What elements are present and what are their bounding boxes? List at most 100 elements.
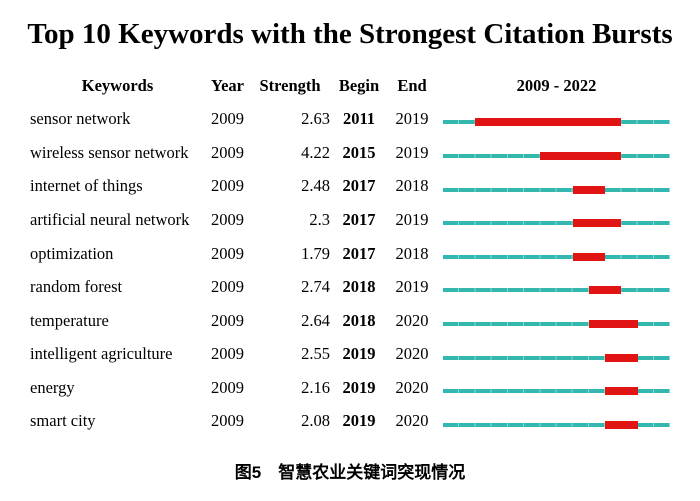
- burst-bar: [605, 420, 638, 429]
- strength-cell: 2.55: [301, 344, 330, 364]
- table-row: optimization 2009 1.79 2017 2018: [30, 237, 670, 271]
- end-cell: 2019: [395, 109, 429, 129]
- timeline-track: [443, 338, 670, 372]
- table-header-row: Keywords Year Strength Begin End 2009 - …: [30, 69, 670, 103]
- timeline-track: [443, 271, 670, 305]
- column-header-strength: Strength: [259, 75, 321, 95]
- begin-cell: 2019: [342, 344, 376, 364]
- burst-bar: [572, 219, 622, 228]
- strength-cell: 1.79: [301, 243, 330, 263]
- figure-caption: 图5 智慧农业关键词突现情况: [234, 463, 466, 482]
- begin-cell: 2017: [342, 176, 376, 196]
- keyword-cell: random forest: [30, 277, 123, 297]
- burst-bar: [605, 387, 638, 396]
- end-cell: 2019: [395, 277, 429, 297]
- timeline-line: [443, 389, 670, 394]
- year-cell: 2009: [211, 344, 244, 364]
- end-cell: 2020: [395, 344, 429, 364]
- strength-cell: 2.3: [309, 209, 330, 229]
- column-header-begin: Begin: [338, 75, 380, 95]
- end-cell: 2019: [395, 142, 429, 162]
- begin-cell: 2015: [342, 142, 376, 162]
- timeline-line: [443, 254, 670, 259]
- strength-cell: 2.48: [301, 176, 330, 196]
- year-cell: 2009: [211, 277, 244, 297]
- timeline-track: [443, 405, 670, 439]
- table-row: internet of things 2009 2.48 2017 2018: [30, 170, 670, 204]
- year-cell: 2009: [211, 377, 244, 397]
- begin-cell: 2019: [342, 411, 376, 431]
- keyword-cell: energy: [30, 377, 75, 397]
- timeline-line: [443, 355, 670, 360]
- timeline-track: [443, 136, 670, 170]
- end-cell: 2020: [395, 411, 429, 431]
- keyword-cell: wireless sensor network: [30, 142, 189, 162]
- keyword-cell: optimization: [30, 243, 114, 263]
- begin-cell: 2017: [342, 209, 376, 229]
- column-header-keywords: Keywords: [81, 75, 154, 95]
- begin-cell: 2019: [342, 377, 376, 397]
- table-row: sensor network 2009 2.63 2011 2019: [30, 103, 670, 137]
- timeline-track: [443, 304, 670, 338]
- end-cell: 2018: [395, 176, 429, 196]
- chart-title: Top 10 Keywords with the Strongest Citat…: [27, 18, 673, 50]
- column-header-end: End: [397, 75, 427, 95]
- timeline-track: [443, 203, 670, 237]
- keyword-cell: artificial neural network: [30, 209, 190, 229]
- strength-cell: 2.64: [301, 310, 330, 330]
- timeline-line: [443, 187, 670, 192]
- keyword-cell: sensor network: [30, 109, 131, 129]
- timeline-line: [443, 321, 670, 326]
- begin-cell: 2018: [342, 310, 376, 330]
- strength-cell: 4.22: [301, 142, 330, 162]
- year-cell: 2009: [211, 209, 244, 229]
- burst-bar: [588, 286, 622, 295]
- burst-bar: [588, 319, 638, 328]
- begin-cell: 2017: [342, 243, 376, 263]
- strength-cell: 2.74: [301, 277, 330, 297]
- timeline-track: [443, 237, 670, 271]
- year-cell: 2009: [211, 243, 244, 263]
- keyword-cell: internet of things: [30, 176, 143, 196]
- end-cell: 2020: [395, 310, 429, 330]
- keyword-cell: intelligent agriculture: [30, 344, 173, 364]
- table-row: wireless sensor network 2009 4.22 2015 2…: [30, 136, 670, 170]
- table-row: intelligent agriculture 2009 2.55 2019 2…: [30, 338, 670, 372]
- timeline-line: [443, 422, 670, 427]
- strength-cell: 2.16: [301, 377, 330, 397]
- strength-cell: 2.08: [301, 411, 330, 431]
- year-cell: 2009: [211, 411, 244, 431]
- timeline-track: [443, 371, 670, 405]
- burst-bar: [540, 151, 622, 160]
- end-cell: 2020: [395, 377, 429, 397]
- year-cell: 2009: [211, 310, 244, 330]
- burst-bar: [475, 118, 622, 127]
- burst-bar: [572, 185, 606, 194]
- timeline-line: [443, 221, 670, 226]
- table-row: energy 2009 2.16 2019 2020: [30, 371, 670, 405]
- burst-table: Keywords Year Strength Begin End 2009 - …: [30, 69, 670, 439]
- year-cell: 2009: [211, 142, 244, 162]
- year-cell: 2009: [211, 176, 244, 196]
- table-row: random forest 2009 2.74 2018 2019: [30, 271, 670, 305]
- burst-bar: [605, 353, 638, 362]
- strength-cell: 2.63: [301, 109, 330, 129]
- table-row: artificial neural network 2009 2.3 2017 …: [30, 203, 670, 237]
- begin-cell: 2011: [342, 109, 376, 129]
- timeline-track: [443, 103, 670, 137]
- table-row: temperature 2009 2.64 2018 2020: [30, 304, 670, 338]
- column-header-year: Year: [211, 75, 244, 95]
- end-cell: 2018: [395, 243, 429, 263]
- table-row: smart city 2009 2.08 2019 2020: [30, 405, 670, 439]
- keyword-cell: temperature: [30, 310, 109, 330]
- end-cell: 2019: [395, 209, 429, 229]
- column-header-timeline-range: 2009 - 2022: [516, 75, 597, 95]
- timeline-line: [443, 288, 670, 293]
- keyword-cell: smart city: [30, 411, 96, 431]
- timeline-track: [443, 170, 670, 204]
- begin-cell: 2018: [342, 277, 376, 297]
- year-cell: 2009: [211, 109, 244, 129]
- table-body: sensor network 2009 2.63 2011 2019 wirel…: [30, 103, 670, 439]
- burst-bar: [572, 252, 606, 261]
